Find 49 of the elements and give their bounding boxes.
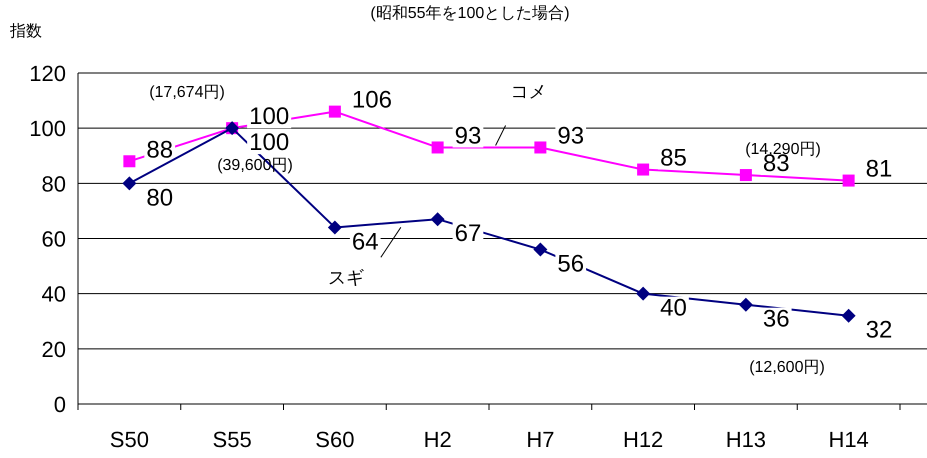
data-label: 80 xyxy=(146,184,174,212)
x-tick-label: H7 xyxy=(526,427,554,452)
x-tick-label: H14 xyxy=(828,427,869,452)
data-label: 93 xyxy=(454,122,482,150)
data-label: 106 xyxy=(352,86,392,114)
point xyxy=(740,169,752,182)
data-label: 100 xyxy=(249,103,290,130)
y-tick-label: 0 xyxy=(54,392,66,417)
y-tick-label: 20 xyxy=(42,336,66,362)
ylabel: 指数 xyxy=(10,23,42,40)
annotation: (17,674円) xyxy=(149,84,225,101)
annotation: (39,600円) xyxy=(217,157,293,174)
data-label: 88 xyxy=(146,136,174,164)
point xyxy=(842,308,856,323)
point xyxy=(636,286,650,301)
point xyxy=(534,141,546,154)
data-label: 100 xyxy=(249,129,290,156)
y-tick-label: 80 xyxy=(42,171,66,196)
data-label: 81 xyxy=(866,156,892,183)
data-label: 85 xyxy=(660,144,687,172)
point xyxy=(738,298,753,312)
x-tick-label: H2 xyxy=(424,427,452,452)
data-label: 56 xyxy=(557,250,584,278)
y-tick-label: 60 xyxy=(42,226,66,252)
data-label: 36 xyxy=(762,306,790,333)
y-tick-label: 120 xyxy=(29,61,66,86)
y-tick-label: 40 xyxy=(42,282,66,307)
point xyxy=(432,141,444,154)
point xyxy=(637,164,650,176)
annotation: (12,600円) xyxy=(749,359,825,376)
point xyxy=(533,242,548,257)
data-label: 67 xyxy=(454,220,482,248)
point xyxy=(122,176,136,190)
point xyxy=(328,106,341,118)
point xyxy=(842,174,855,187)
x-tick-label: S60 xyxy=(315,427,354,452)
point xyxy=(430,212,445,226)
x-tick-label: S50 xyxy=(110,427,149,452)
data-label: 40 xyxy=(660,294,687,322)
subtitle: (昭和55年を100とした場合) xyxy=(370,5,570,22)
x-tick-label: H13 xyxy=(726,427,766,452)
data-label: 64 xyxy=(352,228,379,256)
data-label: 32 xyxy=(866,316,892,344)
data-label: 93 xyxy=(557,122,584,150)
y-tick-label: 100 xyxy=(29,116,66,142)
point xyxy=(328,220,342,234)
x-tick-label: H12 xyxy=(622,427,664,452)
point xyxy=(123,155,136,168)
x-tick-label: S55 xyxy=(212,427,252,452)
